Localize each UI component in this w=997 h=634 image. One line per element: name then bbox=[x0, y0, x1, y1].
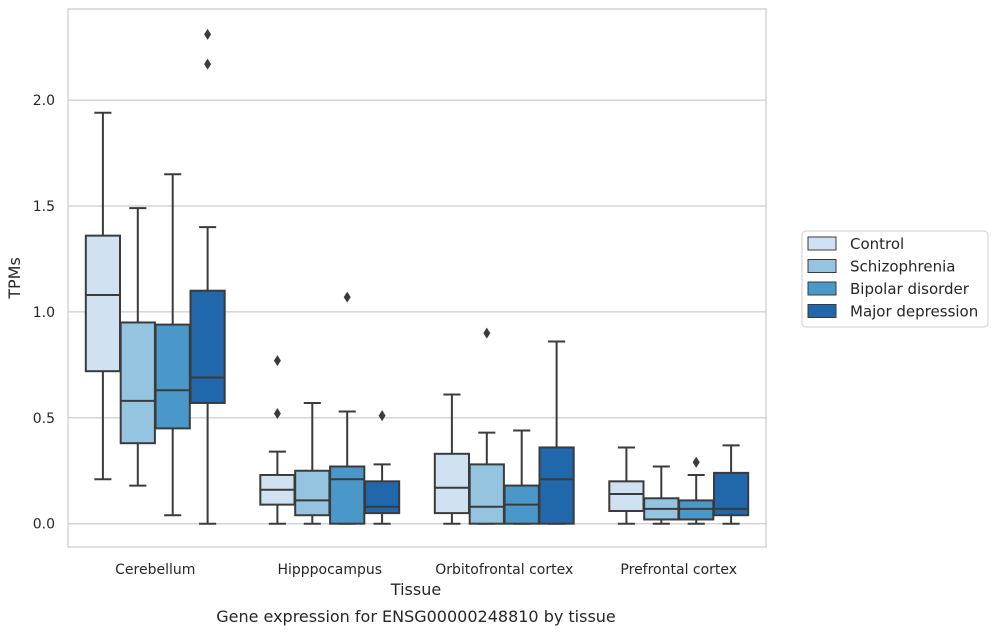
plot-area bbox=[84, 28, 750, 525]
box-iqr bbox=[154, 323, 191, 430]
legend-swatch bbox=[807, 236, 837, 251]
legend-label: Control bbox=[850, 235, 904, 253]
box-iqr bbox=[84, 234, 122, 373]
legend-swatch bbox=[807, 304, 837, 318]
y-tick-label: 0.0 bbox=[33, 517, 55, 533]
box-control bbox=[433, 393, 471, 525]
outlier-point bbox=[483, 327, 491, 339]
box-schizophrenia bbox=[294, 401, 331, 525]
box-iqr bbox=[363, 480, 401, 515]
box-control bbox=[84, 111, 122, 481]
box-major-depression bbox=[538, 340, 575, 525]
box-bipolar-disorder bbox=[154, 173, 191, 517]
x-axis-label: Tissue bbox=[390, 580, 441, 599]
legend-label: Schizophrenia bbox=[850, 258, 955, 276]
outlier-point bbox=[204, 58, 212, 70]
plot-frame bbox=[67, 8, 767, 548]
box-bipolar-disorder bbox=[503, 429, 540, 525]
y-tick-label: 2.0 bbox=[33, 93, 55, 109]
y-axis-ticks: 0.0 0.5 1.0 1.5 2.0 bbox=[33, 93, 55, 533]
x-tick-label: Cerebellum bbox=[115, 562, 195, 578]
box-iqr bbox=[329, 465, 366, 525]
box-control bbox=[608, 446, 645, 525]
box-schizophrenia bbox=[468, 327, 505, 525]
box-major-depression bbox=[189, 28, 226, 525]
legend: Control Schizophrenia Bipolar disorder Majo… bbox=[801, 230, 989, 328]
box-iqr bbox=[678, 499, 715, 521]
legend-swatch bbox=[807, 281, 837, 296]
box-iqr bbox=[189, 289, 226, 404]
box-iqr bbox=[608, 480, 645, 512]
box-major-depression bbox=[363, 410, 401, 525]
outlier-point bbox=[273, 355, 281, 367]
box-bipolar-disorder bbox=[329, 291, 366, 525]
box-iqr bbox=[119, 321, 156, 445]
box-iqr bbox=[538, 446, 575, 525]
box-iqr bbox=[468, 463, 505, 525]
y-tick-label: 1.0 bbox=[33, 305, 55, 321]
box-major-depression bbox=[712, 444, 750, 525]
outlier-point bbox=[378, 410, 386, 422]
outlier-point bbox=[343, 291, 351, 303]
legend-label: Bipolar disorder bbox=[850, 280, 970, 298]
box-iqr bbox=[433, 452, 471, 515]
outlier-point bbox=[204, 28, 212, 40]
chart-title: Gene expression for ENSG00000248810 by t… bbox=[216, 607, 616, 626]
legend-frame bbox=[801, 230, 989, 328]
box-schizophrenia bbox=[643, 465, 680, 525]
box-control bbox=[259, 355, 296, 525]
box-iqr bbox=[294, 469, 331, 517]
outlier-point bbox=[692, 456, 700, 468]
box-bipolar-disorder bbox=[678, 456, 715, 525]
y-axis-label: TPMs bbox=[5, 257, 24, 300]
legend-swatch bbox=[807, 259, 837, 273]
legend-label: Major depression bbox=[850, 303, 978, 321]
x-tick-label: Orbitofrontal cortex bbox=[435, 562, 573, 578]
x-tick-label: Hipppocampus bbox=[277, 562, 382, 578]
x-tick-label: Prefrontal cortex bbox=[620, 562, 737, 578]
y-tick-label: 1.5 bbox=[33, 199, 55, 215]
outlier-point bbox=[273, 408, 281, 420]
x-axis-ticks: Cerebellum Hipppocampus Orbitofrontal cort… bbox=[115, 562, 737, 578]
y-tick-label: 0.5 bbox=[33, 411, 55, 427]
box-schizophrenia bbox=[119, 207, 156, 487]
